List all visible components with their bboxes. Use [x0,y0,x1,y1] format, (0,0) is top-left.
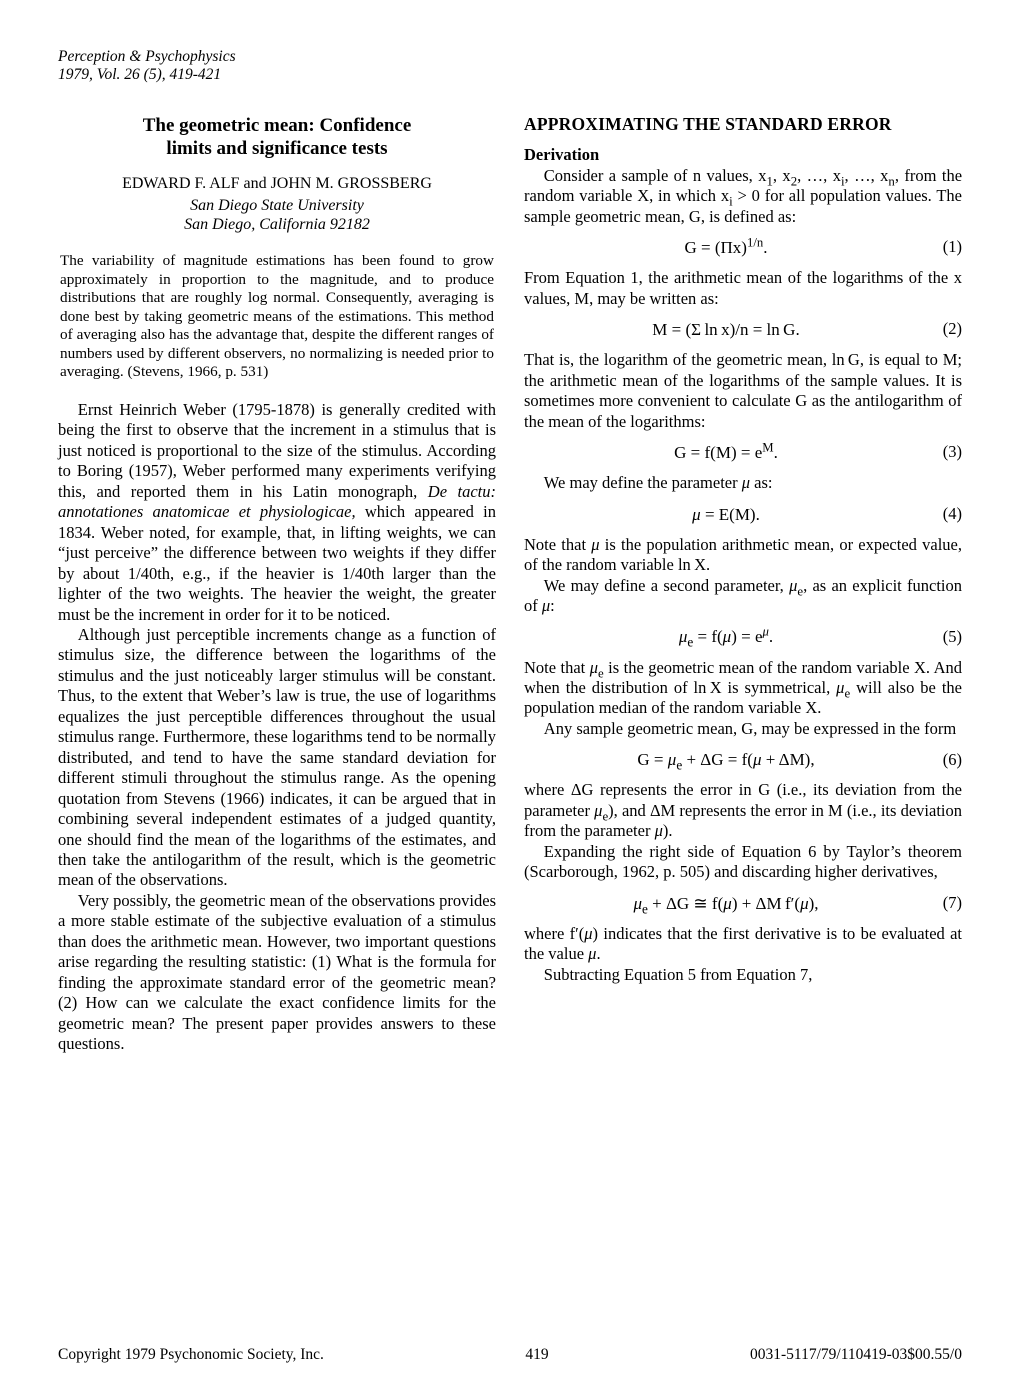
equation-2: M = (Σ ln x)/n = ln G. (2) [524,319,962,340]
body-paragraph-2: Although just perceptible increments cha… [58,625,496,891]
right-p1: Consider a sample of n values, x1, x2, …… [524,166,962,227]
equation-2-body: M = (Σ ln x)/n = ln G. [524,319,928,340]
equation-1-number: (1) [928,237,962,257]
left-column: The geometric mean: Confidence limits an… [58,114,496,1055]
right-p5: Note that μ is the population arithmetic… [524,535,962,576]
right-column: APPROXIMATING THE STANDARD ERROR Derivat… [524,114,962,1055]
equation-7: μe + ΔG ≅ f(μ) + ΔM f′(μ), (7) [524,893,962,914]
two-column-layout: The geometric mean: Confidence limits an… [58,114,962,1055]
title-line-1: The geometric mean: Confidence [143,115,412,136]
page: Perception & Psychophysics 1979, Vol. 26… [0,0,1020,1396]
authors: EDWARD F. ALF and JOHN M. GROSSBERG [58,174,496,194]
equation-1-body: G = (Πx)1/n. [524,237,928,258]
affiliation-line-1: San Diego State University [190,197,364,214]
equation-2-number: (2) [928,319,962,339]
footer-issn: 0031-5117/79/110419-03$00.55/0 [750,1346,962,1364]
journal-name: Perception & Psychophysics [58,48,962,66]
right-p3: That is, the logarithm of the geometric … [524,350,962,432]
equation-6-body: G = μe + ΔG = f(μ + ΔM), [524,749,928,770]
body-paragraph-3: Very possibly, the geometric mean of the… [58,891,496,1055]
equation-5: μe = f(μ) = eμ. (5) [524,626,962,647]
subheading-derivation: Derivation [524,145,962,165]
title-line-2: limits and significance tests [166,138,387,159]
page-footer: Copyright 1979 Psychonomic Society, Inc.… [58,1346,962,1364]
equation-4-body: μ = E(M). [524,504,928,525]
equation-4: μ = E(M). (4) [524,504,962,525]
right-p12: Subtracting Equation 5 from Equation 7, [524,965,962,985]
right-p4: We may define the parameter μ as: [524,473,962,493]
equation-4-number: (4) [928,504,962,524]
right-p7: Note that μe is the geometric mean of th… [524,658,962,719]
footer-page-number: 419 [525,1346,548,1364]
equation-3-body: G = f(M) = eM. [524,442,928,463]
right-p10: Expanding the right side of Equation 6 b… [524,842,962,883]
equation-5-body: μe = f(μ) = eμ. [524,626,928,647]
footer-copyright: Copyright 1979 Psychonomic Society, Inc. [58,1346,324,1364]
equation-6: G = μe + ΔG = f(μ + ΔM), (6) [524,749,962,770]
equation-3-number: (3) [928,442,962,462]
paper-title: The geometric mean: Confidence limits an… [88,114,466,160]
body-paragraph-1: Ernst Heinrich Weber (1795-1878) is gene… [58,400,496,625]
equation-3: G = f(M) = eM. (3) [524,442,962,463]
right-p2: From Equation 1, the arithmetic mean of … [524,268,962,309]
journal-header: Perception & Psychophysics 1979, Vol. 26… [58,48,962,84]
right-p6: We may define a second parameter, μe, as… [524,576,962,617]
equation-6-number: (6) [928,750,962,770]
equation-5-number: (5) [928,627,962,647]
affiliation-line-2: San Diego, California 92182 [184,216,370,233]
right-p9: where ΔG represents the error in G (i.e.… [524,780,962,841]
journal-citation: 1979, Vol. 26 (5), 419-421 [58,66,962,84]
affiliation: San Diego State University San Diego, Ca… [58,196,496,234]
right-p8: Any sample geometric mean, G, may be exp… [524,719,962,739]
equation-7-number: (7) [928,893,962,913]
section-heading: APPROXIMATING THE STANDARD ERROR [524,114,962,136]
equation-1: G = (Πx)1/n. (1) [524,237,962,258]
abstract: The variability of magnitude estimations… [60,252,494,382]
right-p11: where f′(μ) indicates that the first der… [524,924,962,965]
equation-7-body: μe + ΔG ≅ f(μ) + ΔM f′(μ), [524,893,928,914]
